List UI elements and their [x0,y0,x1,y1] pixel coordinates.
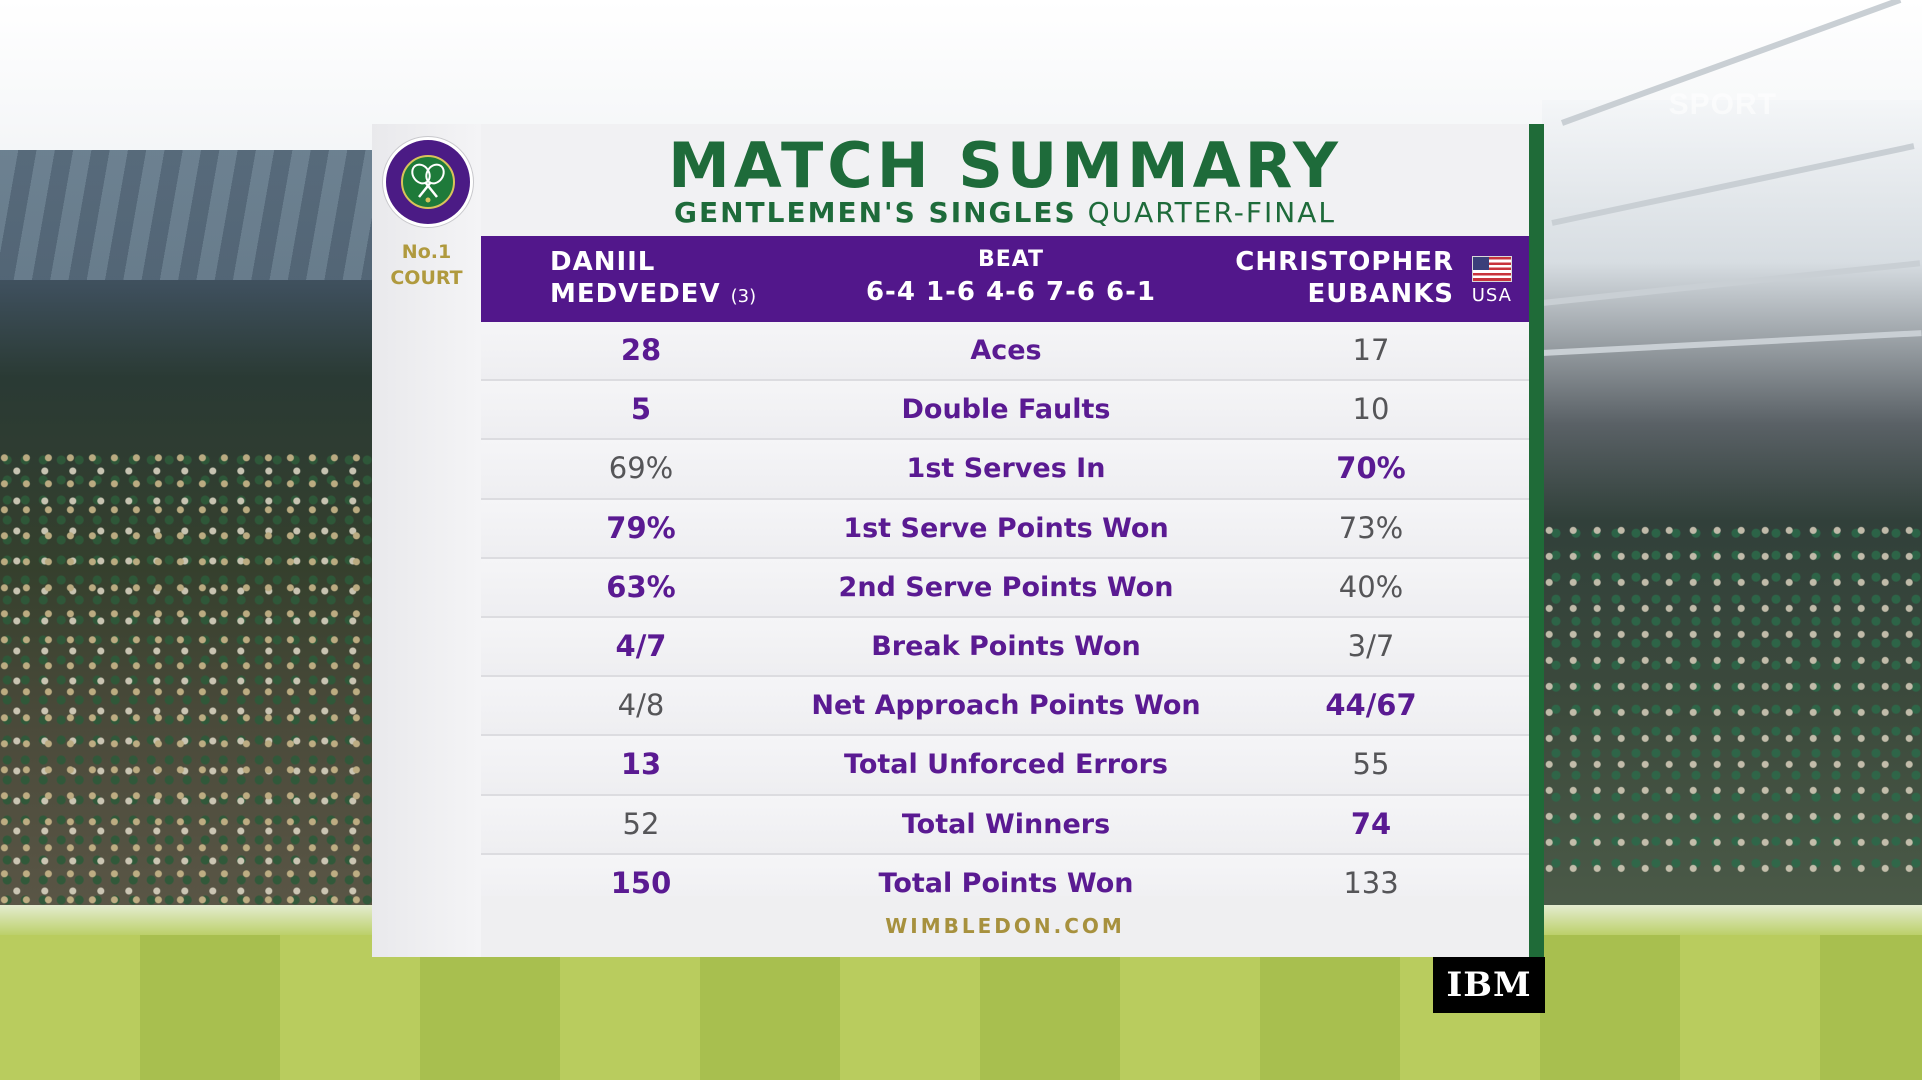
stats-table: 28 Aces 17 5 Double Faults 10 69% 1st Se… [481,322,1529,914]
player2-stat: 133 [1343,865,1399,900]
stat-row: 79% 1st Serve Points Won 73% [481,499,1529,559]
stat-label: Aces [970,335,1042,366]
stat-row: 13 Total Unforced Errors 55 [481,736,1529,796]
player1-stat: 63% [606,569,676,604]
match-score: 6-4 1-6 4-6 7-6 6-1 [865,277,1157,307]
player1-stat: 4/8 [617,688,665,723]
match-summary-panel: No.1 COURT MATCH SUMMARY GENTLEMEN'S SIN… [372,124,1544,957]
court-label: No.1 COURT [372,239,481,291]
stat-row: 63% 2nd Serve Points Won 40% [481,558,1529,618]
broadcaster-watermark: SPORT [1668,88,1777,121]
sponsor-logo: IBM [1433,957,1545,1013]
crossed-rackets-icon [411,163,445,203]
match-result: BEAT 6-4 1-6 4-6 7-6 6-1 [811,244,1211,308]
stat-label: 1st Serve Points Won [843,512,1169,544]
player1-stat: 5 [630,392,652,427]
player2-stat: 74 [1350,806,1392,841]
stat-row: 4/8 Net Approach Points Won 44/67 [481,677,1529,737]
summary-main: MATCH SUMMARY GENTLEMEN'S SINGLES QUARTE… [481,124,1529,957]
stat-row: 28 Aces 17 [481,322,1529,382]
stat-row: 69% 1st Serves In 70% [481,440,1529,500]
player2-stat: 70% [1336,451,1406,486]
stat-label: Total Points Won [878,867,1134,899]
player1-stat: 69% [608,451,674,486]
player1-stat: 79% [606,510,676,545]
player2-name: CHRISTOPHER EUBANKS [1235,246,1454,310]
player2-stat: 55 [1352,747,1390,782]
player1-stat: 13 [620,747,662,782]
court-word: COURT [390,267,463,289]
player1-name: DANIIL MEDVEDEV (3) [550,246,756,313]
player2-country: USA [1471,285,1512,306]
player1-last-name: MEDVEDEV [550,279,721,309]
player1-stat: 52 [622,806,660,841]
stat-label: Total Winners [901,808,1111,840]
footer-website: WIMBLEDON.COM [481,896,1529,957]
left-stand [0,150,380,910]
player1-first-name: DANIIL [550,247,656,277]
match-header: DANIIL MEDVEDEV (3) BEAT 6-4 1-6 4-6 7-6… [481,236,1529,322]
player2-stat: 17 [1352,333,1390,367]
player2-stat: 10 [1352,392,1390,427]
player1-seed: (3) [730,286,757,307]
event-subtitle: GENTLEMEN'S SINGLES QUARTER-FINAL [481,196,1529,229]
result-label: BEAT [977,247,1045,272]
court-number: No.1 [401,241,452,263]
round-name: QUARTER-FINAL [1087,196,1336,229]
stat-label: Net Approach Points Won [811,690,1201,722]
stat-row: 52 Total Winners 74 [481,795,1529,855]
stat-label: Double Faults [901,394,1111,426]
page-title: MATCH SUMMARY [668,129,1342,202]
accent-bar [1529,124,1544,957]
player1-stat: 4/7 [615,628,667,663]
player2-stat: 3/7 [1347,628,1395,663]
stat-label: Break Points Won [871,630,1141,662]
player2-stat: 44/67 [1325,688,1417,723]
player1-stat: 150 [610,865,672,900]
player2-first-name: CHRISTOPHER [1235,247,1454,277]
usa-flag-icon [1472,256,1512,282]
stat-label: Total Unforced Errors [844,749,1168,781]
wimbledon-logo-icon [383,137,473,227]
player2-stat: 40% [1338,569,1404,604]
player1-stat: 28 [620,333,662,367]
player2-last-name: EUBANKS [1307,279,1454,309]
event-name: GENTLEMEN'S SINGLES [674,196,1077,229]
player2-stat: 73% [1338,510,1404,545]
stat-label: 2nd Serve Points Won [838,571,1174,603]
stat-label: 1st Serves In [906,453,1106,485]
stat-row: 5 Double Faults 10 [481,381,1529,441]
right-stand [1541,0,1922,910]
court-sidebar: No.1 COURT [372,124,481,957]
stat-row: 4/7 Break Points Won 3/7 [481,617,1529,678]
